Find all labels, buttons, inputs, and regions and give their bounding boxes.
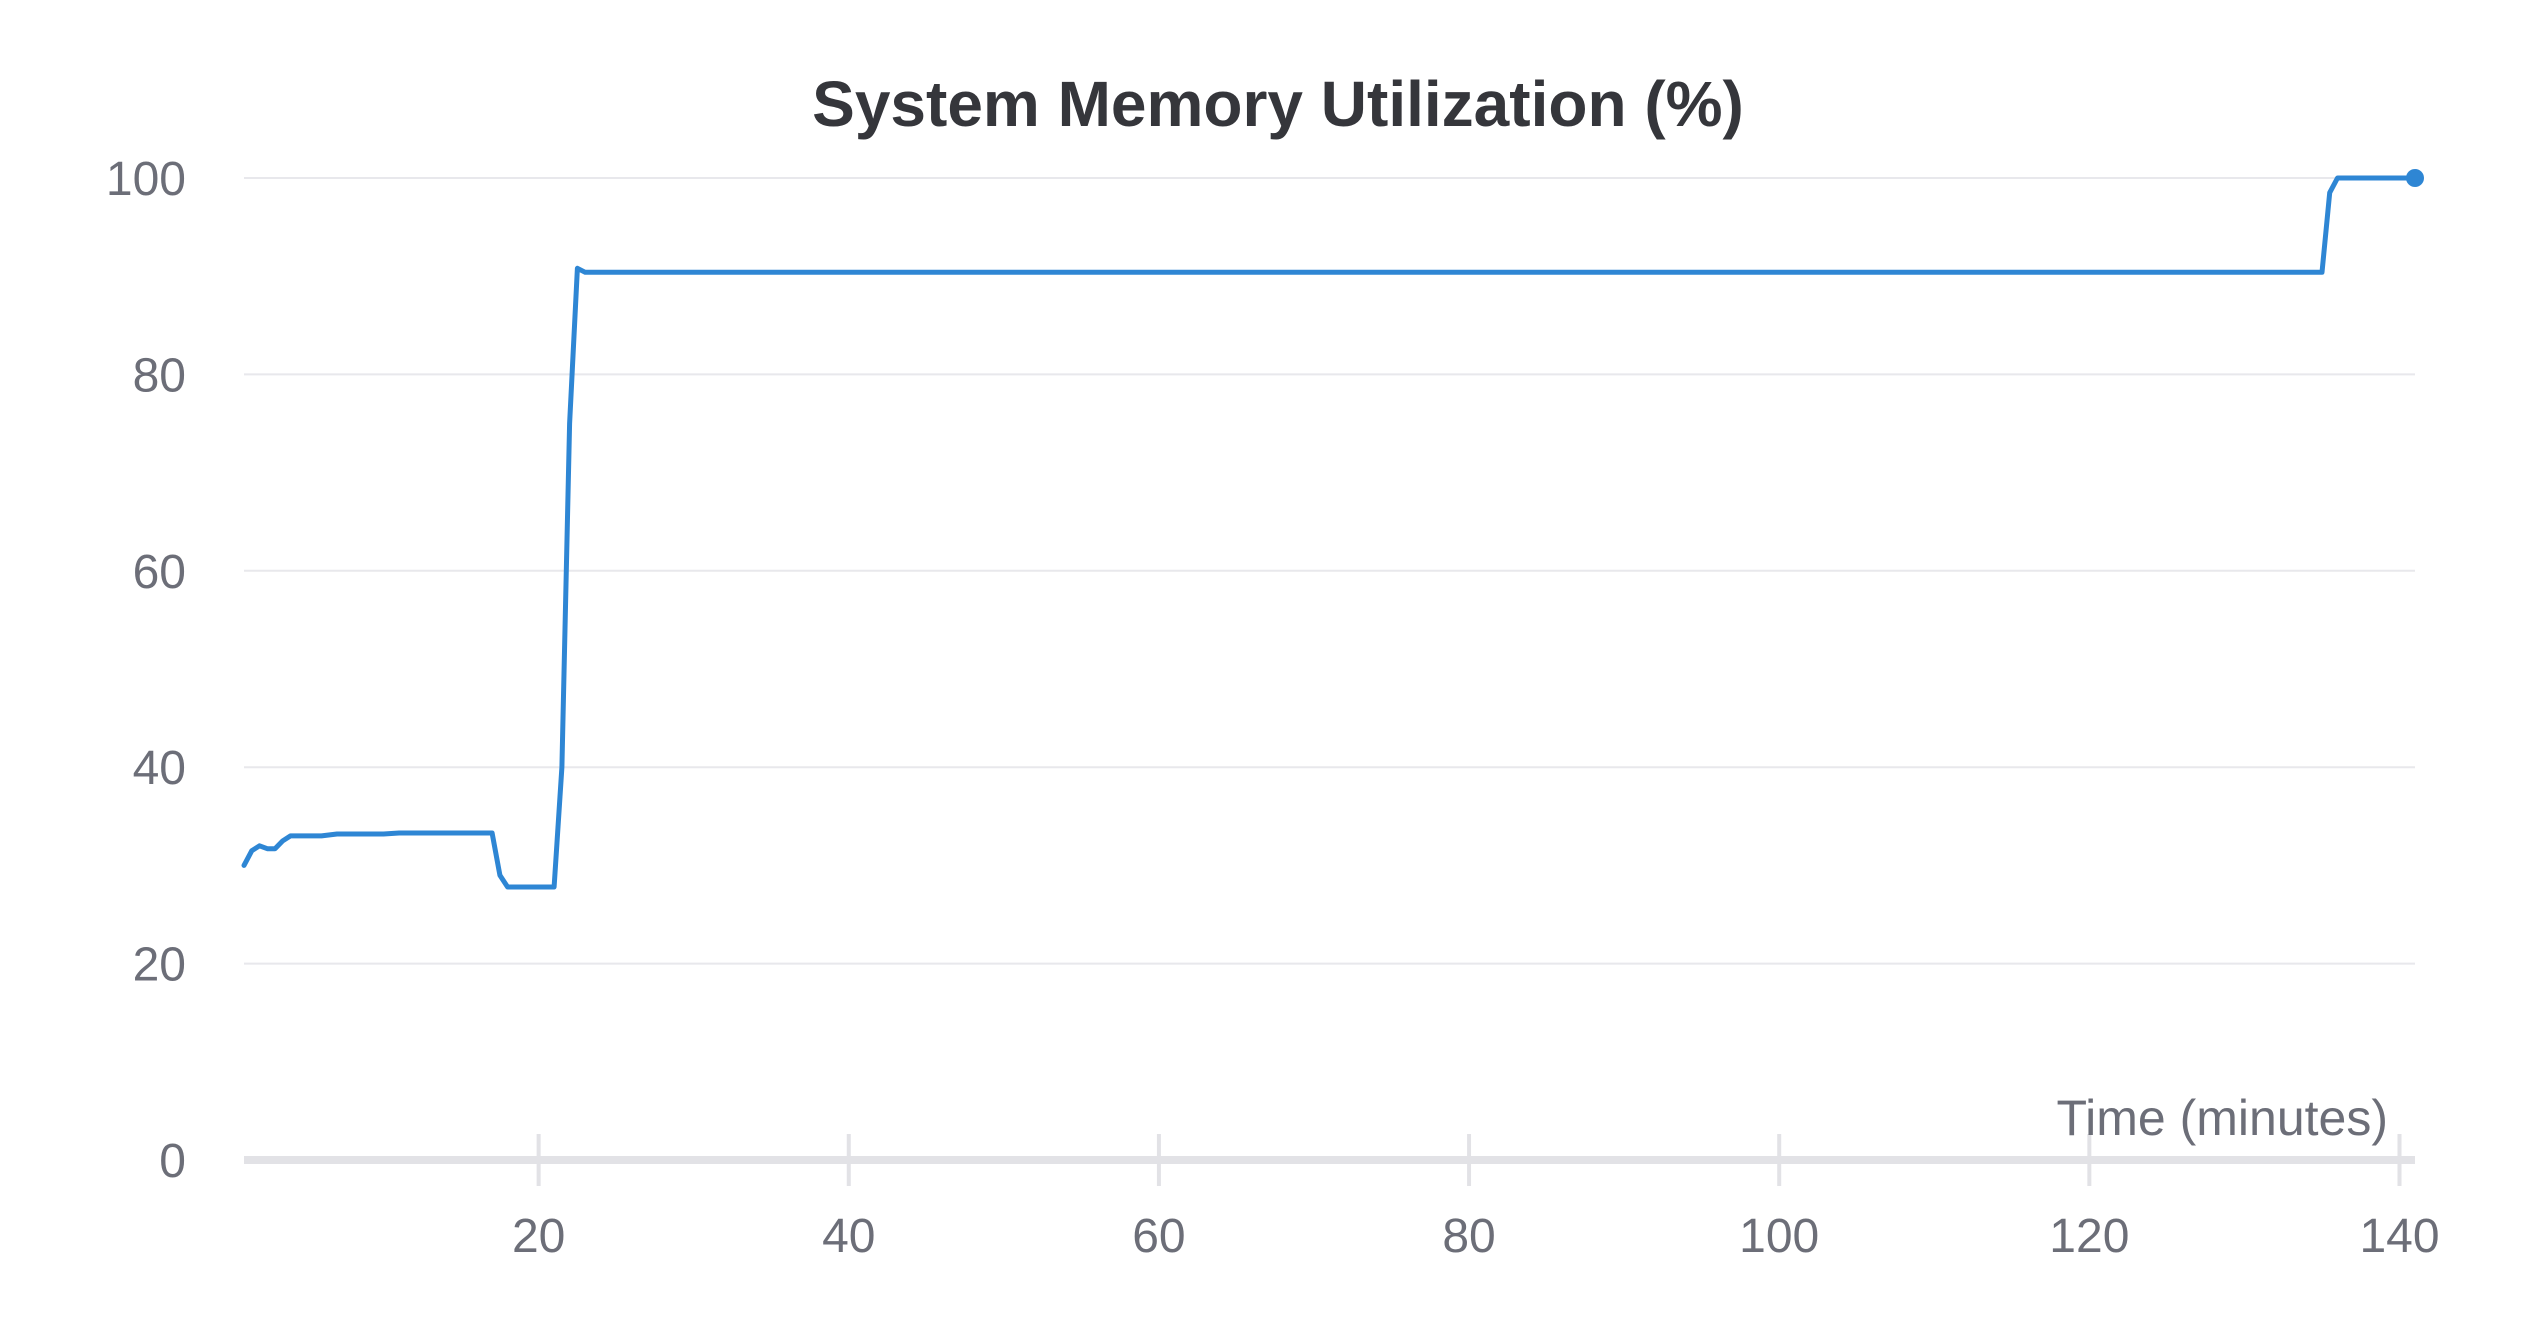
y-tick-label: 20 [133,939,186,992]
x-tick-label: 80 [1442,1210,1495,1263]
x-tick-label: 40 [822,1210,875,1263]
series-line [241,175,2418,890]
y-tick-label: 100 [106,153,186,206]
x-axis-ticks: 20 40 60 80 100 120 140 [512,1134,2440,1263]
x-axis-label: Time (minutes) [2056,1090,2388,1146]
gridlines [244,177,2415,965]
y-tick-label: 60 [133,546,186,599]
series-lines [241,169,2424,890]
y-axis-ticks: 0 20 40 60 80 100 [106,153,186,1188]
x-tick-label: 100 [1739,1210,1819,1263]
chart-title: System Memory Utilization (%) [812,68,1744,140]
y-tick-label: 40 [133,742,186,795]
series-end-point [2406,169,2424,187]
y-tick-label: 80 [133,349,186,402]
x-tick-label: 60 [1132,1210,1185,1263]
x-tick-label: 140 [2359,1210,2439,1263]
x-tick-label: 20 [512,1210,565,1263]
x-tick-label: 120 [2049,1210,2129,1263]
y-tick-label: 0 [159,1135,186,1188]
